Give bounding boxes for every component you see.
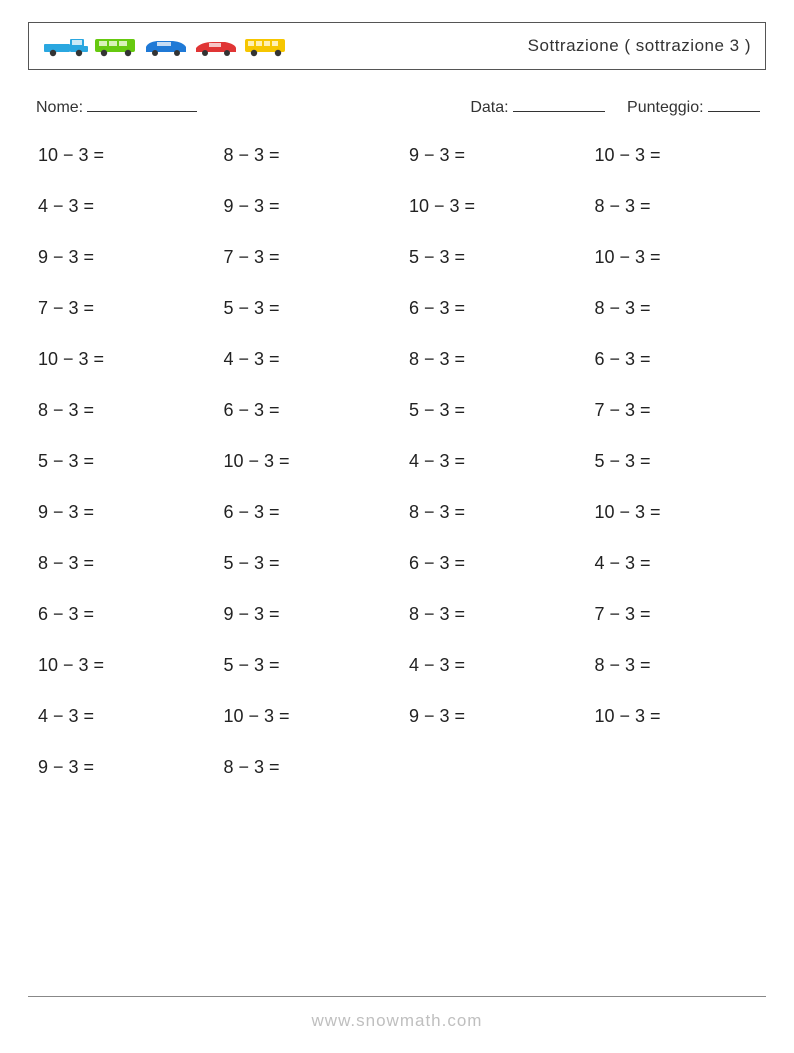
problem-cell: 5 − 3 =: [224, 298, 390, 319]
problem-cell: 8 − 3 =: [224, 757, 390, 778]
problem-cell: 9 − 3 =: [38, 757, 204, 778]
score-group: Punteggio:: [627, 96, 760, 117]
problem-cell: 8 − 3 =: [409, 349, 575, 370]
problem-cell: 9 − 3 =: [224, 604, 390, 625]
name-blank[interactable]: [87, 96, 197, 112]
problem-cell: 10 − 3 =: [224, 706, 390, 727]
date-group: Data:: [470, 96, 605, 117]
sports-car-icon: [193, 35, 239, 57]
problem-cell: 10 − 3 =: [38, 655, 204, 676]
problem-cell: 9 − 3 =: [38, 247, 204, 268]
bottom-rule: [28, 996, 766, 997]
problem-cell: 5 − 3 =: [38, 451, 204, 472]
problem-cell: 4 − 3 =: [409, 451, 575, 472]
problem-cell: 10 − 3 =: [595, 706, 761, 727]
problem-cell: 8 − 3 =: [224, 145, 390, 166]
problem-cell: [409, 757, 575, 778]
problem-cell: 5 − 3 =: [224, 655, 390, 676]
problem-cell: 4 − 3 =: [224, 349, 390, 370]
problem-cell: 9 − 3 =: [224, 196, 390, 217]
problem-cell: 8 − 3 =: [38, 553, 204, 574]
problem-cell: 10 − 3 =: [38, 349, 204, 370]
problem-cell: 10 − 3 =: [38, 145, 204, 166]
problem-cell: 8 − 3 =: [409, 502, 575, 523]
score-label: Punteggio:: [627, 99, 704, 116]
problem-cell: 7 − 3 =: [595, 400, 761, 421]
problem-cell: 6 − 3 =: [38, 604, 204, 625]
problem-cell: 9 − 3 =: [409, 706, 575, 727]
problem-cell: 6 − 3 =: [224, 400, 390, 421]
info-row: Nome: Data: Punteggio:: [28, 96, 766, 117]
footer-text: www.snowmath.com: [0, 1011, 794, 1031]
problem-cell: 5 − 3 =: [409, 247, 575, 268]
car-icons-row: [43, 35, 289, 57]
suv-icon: [93, 35, 139, 57]
problem-cell: 10 − 3 =: [595, 502, 761, 523]
header-box: Sottrazione ( sottrazione 3 ): [28, 22, 766, 70]
problem-cell: 8 − 3 =: [595, 655, 761, 676]
problem-cell: 4 − 3 =: [38, 196, 204, 217]
problem-cell: 10 − 3 =: [224, 451, 390, 472]
problem-cell: 7 − 3 =: [224, 247, 390, 268]
problem-cell: 6 − 3 =: [409, 553, 575, 574]
date-label: Data:: [470, 99, 508, 116]
worksheet-title: Sottrazione ( sottrazione 3 ): [528, 36, 751, 56]
problem-cell: 10 − 3 =: [595, 145, 761, 166]
problem-cell: 9 − 3 =: [409, 145, 575, 166]
van-icon: [243, 35, 289, 57]
problem-cell: 10 − 3 =: [409, 196, 575, 217]
score-blank[interactable]: [708, 96, 760, 112]
problem-cell: 4 − 3 =: [38, 706, 204, 727]
truck-icon: [43, 35, 89, 57]
problem-cell: 5 − 3 =: [224, 553, 390, 574]
worksheet-page: Sottrazione ( sottrazione 3 ) Nome: Data…: [0, 0, 794, 1053]
problem-cell: 10 − 3 =: [595, 247, 761, 268]
problem-cell: 5 − 3 =: [595, 451, 761, 472]
problems-grid: 10 − 3 = 8 − 3 = 9 − 3 = 10 − 3 = 4 − 3 = 9 −…: [28, 145, 766, 778]
name-label: Nome:: [36, 99, 83, 117]
problem-cell: 6 − 3 =: [595, 349, 761, 370]
problem-cell: 6 − 3 =: [409, 298, 575, 319]
problem-cell: 4 − 3 =: [409, 655, 575, 676]
sedan-icon: [143, 35, 189, 57]
problem-cell: 8 − 3 =: [409, 604, 575, 625]
problem-cell: 8 − 3 =: [595, 298, 761, 319]
problem-cell: 7 − 3 =: [38, 298, 204, 319]
date-score-group: Data: Punteggio:: [470, 96, 760, 117]
problem-cell: 4 − 3 =: [595, 553, 761, 574]
problem-cell: 6 − 3 =: [224, 502, 390, 523]
problem-cell: 9 − 3 =: [38, 502, 204, 523]
problem-cell: 7 − 3 =: [595, 604, 761, 625]
problem-cell: 8 − 3 =: [38, 400, 204, 421]
problem-cell: 5 − 3 =: [409, 400, 575, 421]
name-field-group: Nome:: [36, 96, 197, 117]
problem-cell: 8 − 3 =: [595, 196, 761, 217]
problem-cell: [595, 757, 761, 778]
date-blank[interactable]: [513, 96, 605, 112]
